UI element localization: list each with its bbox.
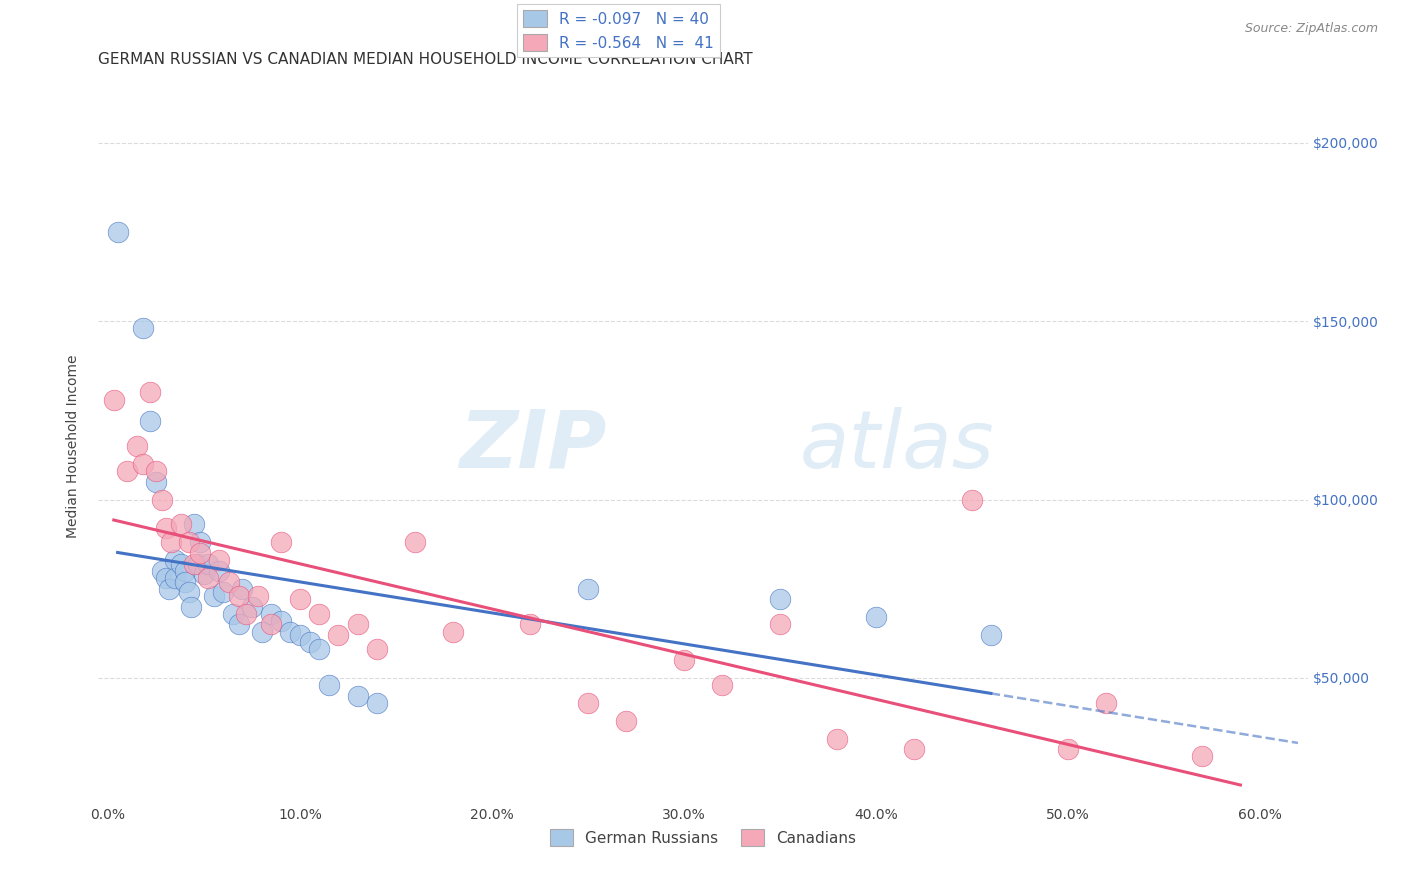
Point <box>308 607 330 621</box>
Point <box>614 714 637 728</box>
Point <box>346 689 368 703</box>
Point <box>150 492 173 507</box>
Point <box>139 385 162 400</box>
Point <box>103 392 125 407</box>
Point <box>298 635 321 649</box>
Point <box>903 742 925 756</box>
Point <box>187 557 209 571</box>
Point <box>865 610 887 624</box>
Point <box>193 567 215 582</box>
Point <box>202 589 225 603</box>
Point <box>183 557 205 571</box>
Point <box>188 546 211 560</box>
Point <box>177 535 200 549</box>
Point <box>208 564 231 578</box>
Point <box>980 628 1002 642</box>
Point <box>443 624 465 639</box>
Point <box>769 592 792 607</box>
Point <box>576 696 599 710</box>
Point <box>1056 742 1078 756</box>
Point <box>711 678 734 692</box>
Point <box>173 574 195 589</box>
Point <box>212 585 235 599</box>
Point <box>159 582 181 596</box>
Y-axis label: Median Household Income: Median Household Income <box>66 354 80 538</box>
Point <box>270 614 292 628</box>
Point <box>308 642 330 657</box>
Point <box>1191 749 1213 764</box>
Point <box>1229 821 1251 835</box>
Point <box>235 607 257 621</box>
Point <box>827 731 849 746</box>
Point <box>270 535 292 549</box>
Point <box>160 535 183 549</box>
Point <box>145 475 167 489</box>
Point <box>240 599 263 614</box>
Point <box>346 617 368 632</box>
Point <box>366 642 388 657</box>
Point <box>231 582 253 596</box>
Point <box>173 564 195 578</box>
Point <box>145 464 167 478</box>
Point <box>260 607 283 621</box>
Point <box>260 617 283 632</box>
Point <box>288 592 311 607</box>
Point <box>155 521 177 535</box>
Point <box>218 574 240 589</box>
Text: atlas: atlas <box>800 407 994 485</box>
Point <box>170 517 193 532</box>
Point <box>228 617 250 632</box>
Point <box>131 321 153 335</box>
Text: ZIP: ZIP <box>458 407 606 485</box>
Point <box>208 553 231 567</box>
Point <box>328 628 350 642</box>
Point <box>672 653 695 667</box>
Point <box>107 225 129 239</box>
Point <box>769 617 792 632</box>
Point <box>519 617 541 632</box>
Point <box>183 517 205 532</box>
Point <box>180 599 202 614</box>
Point <box>115 464 138 478</box>
Point <box>288 628 311 642</box>
Point <box>576 582 599 596</box>
Point <box>960 492 983 507</box>
Point <box>366 696 388 710</box>
Text: GERMAN RUSSIAN VS CANADIAN MEDIAN HOUSEHOLD INCOME CORRELATION CHART: GERMAN RUSSIAN VS CANADIAN MEDIAN HOUSEH… <box>98 53 754 67</box>
Point <box>139 414 162 428</box>
Text: Source: ZipAtlas.com: Source: ZipAtlas.com <box>1244 22 1378 36</box>
Point <box>170 557 193 571</box>
Point <box>228 589 250 603</box>
Point <box>197 557 219 571</box>
Point <box>188 535 211 549</box>
Point <box>165 571 187 585</box>
Point <box>280 624 302 639</box>
Point <box>197 571 219 585</box>
Point <box>150 564 173 578</box>
Point <box>222 607 245 621</box>
Point <box>318 678 340 692</box>
Point <box>404 535 426 549</box>
Point <box>155 571 177 585</box>
Point <box>1095 696 1118 710</box>
Point <box>177 585 200 599</box>
Point <box>246 589 269 603</box>
Point <box>250 624 273 639</box>
Point <box>165 553 187 567</box>
Point <box>131 457 153 471</box>
Point <box>125 439 148 453</box>
Legend: German Russians, Canadians: German Russians, Canadians <box>544 823 862 852</box>
